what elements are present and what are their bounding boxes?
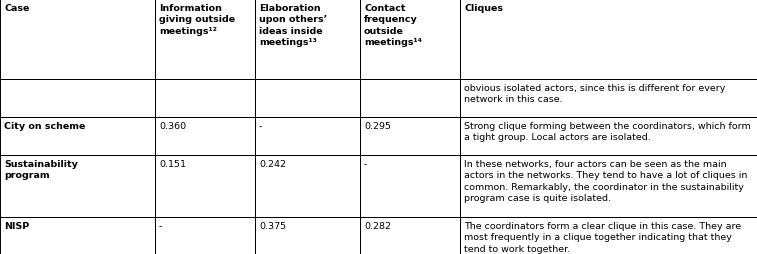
Text: obvious isolated actors, since this is different for every
network in this case.: obvious isolated actors, since this is d… [464, 84, 725, 104]
Text: -: - [259, 121, 263, 131]
Text: Contact
frequency
outside
meetings¹⁴: Contact frequency outside meetings¹⁴ [364, 4, 422, 47]
Text: Sustainability
program: Sustainability program [4, 159, 78, 180]
Text: -: - [159, 221, 162, 230]
Text: In these networks, four actors can be seen as the main
actors in the networks. T: In these networks, four actors can be se… [464, 159, 747, 202]
Text: 0.151: 0.151 [159, 159, 186, 168]
Text: 0.375: 0.375 [259, 221, 286, 230]
Text: Strong clique forming between the coordinators, which form
a tight group. Local : Strong clique forming between the coordi… [464, 121, 751, 142]
Text: -: - [364, 159, 367, 168]
Text: 0.295: 0.295 [364, 121, 391, 131]
Text: Elaboration
upon others’
ideas inside
meetings¹³: Elaboration upon others’ ideas inside me… [259, 4, 327, 47]
Text: 0.282: 0.282 [364, 221, 391, 230]
Text: The coordinators form a clear clique in this case. They are
most frequently in a: The coordinators form a clear clique in … [464, 221, 741, 253]
Text: 0.242: 0.242 [259, 159, 286, 168]
Text: Cliques: Cliques [464, 4, 503, 13]
Text: NISP: NISP [4, 221, 30, 230]
Text: Information
giving outside
meetings¹²: Information giving outside meetings¹² [159, 4, 235, 36]
Text: 0.360: 0.360 [159, 121, 186, 131]
Text: Case: Case [4, 4, 30, 13]
Text: City on scheme: City on scheme [4, 121, 86, 131]
